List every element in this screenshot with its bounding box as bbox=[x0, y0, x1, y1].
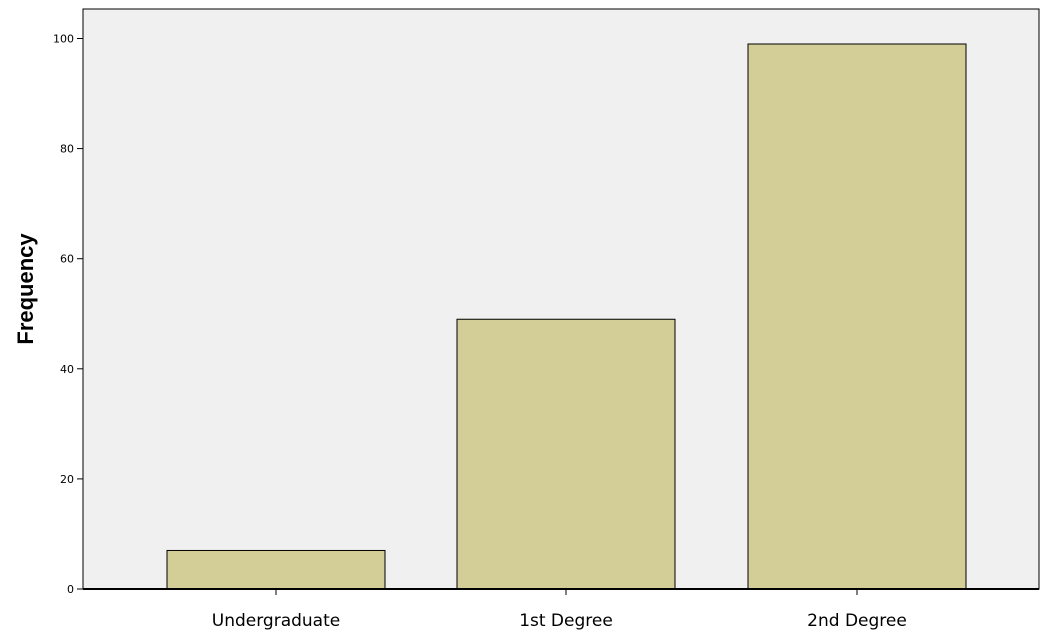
bar-undergraduate bbox=[166, 549, 386, 590]
y-tick-label: 60 bbox=[60, 253, 74, 266]
bar-2nd-degree bbox=[747, 43, 967, 590]
bar-1st-degree bbox=[456, 318, 676, 590]
y-tick-label: 40 bbox=[60, 363, 74, 376]
y-tick-label: 0 bbox=[67, 583, 74, 596]
bars-group bbox=[166, 43, 967, 590]
x-axis: Undergraduate 1st Degree 2nd Degree bbox=[83, 588, 1039, 631]
y-tick-label: 80 bbox=[60, 143, 74, 156]
x-tick-label: 2nd Degree bbox=[807, 611, 907, 631]
x-tick-label: Undergraduate bbox=[212, 611, 340, 631]
y-axis-title: Frequency bbox=[13, 233, 38, 345]
y-tick-label: 20 bbox=[60, 473, 74, 486]
y-tick-label: 100 bbox=[53, 33, 74, 46]
y-axis: 0 20 40 60 80 100 bbox=[53, 33, 83, 596]
x-tick-label: 1st Degree bbox=[519, 611, 613, 631]
